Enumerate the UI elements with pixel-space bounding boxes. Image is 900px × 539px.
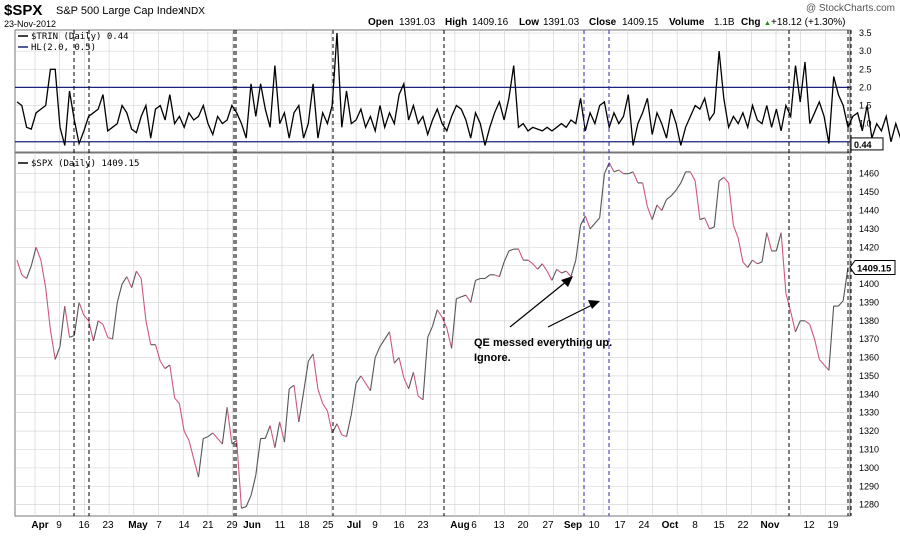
spx-ytick-label: 1300 [859, 463, 879, 473]
x-tick-label: May [128, 520, 148, 531]
spx-ytick-label: 1290 [859, 481, 879, 491]
chg-arrow: ▲ [764, 20, 771, 27]
x-tick-label: 29 [226, 520, 238, 531]
spx-ytick-label: 1390 [859, 297, 879, 307]
x-tick-label: 18 [298, 520, 310, 531]
trin-panel: 0.51.01.52.02.53.03.50.44 [15, 28, 900, 152]
x-tick-label: Jul [347, 520, 362, 531]
x-tick-label: Jun [243, 520, 261, 531]
close-value: 1409.15 [622, 17, 659, 28]
spx-legend-label: $SPX (Daily) 1409.15 [31, 159, 139, 169]
symbol-title: $SPX [4, 2, 42, 19]
x-tick-label: Apr [31, 520, 48, 531]
spx-ytick-label: 1370 [859, 334, 879, 344]
spx-ytick-label: 1400 [859, 279, 879, 289]
x-tick-label: 8 [692, 520, 698, 531]
spx-frame [15, 153, 850, 516]
spx-ytick-label: 1340 [859, 389, 879, 399]
x-tick-label: 17 [614, 520, 626, 531]
x-tick-label: Sep [564, 520, 582, 531]
x-tick-label: 20 [517, 520, 529, 531]
spx-ytick-label: 1320 [859, 426, 879, 436]
x-tick-label: 14 [178, 520, 190, 531]
x-tick-label: Nov [761, 520, 780, 531]
volume-value: 1.1B [714, 17, 735, 28]
x-tick-label: 13 [493, 520, 505, 531]
x-tick-label: 12 [803, 520, 815, 531]
annotation-line-2: Ignore. [474, 352, 511, 364]
watermark: @ StockCharts.com [806, 3, 895, 14]
x-tick-label: 16 [393, 520, 405, 531]
x-tick-label: 27 [542, 520, 554, 531]
x-tick-label: 10 [588, 520, 600, 531]
chg-value: +18.12 (+1.30%) [771, 17, 846, 28]
x-tick-label: 6 [471, 520, 477, 531]
x-tick-label: 24 [638, 520, 650, 531]
x-tick-label: 23 [102, 520, 114, 531]
spx-ytick-label: 1280 [859, 500, 879, 510]
high-label: High [445, 17, 467, 28]
trin-ytick-label: 2.5 [859, 64, 872, 74]
x-tick-label: 15 [713, 520, 725, 531]
index-name: S&P 500 Large Cap Index [56, 5, 184, 17]
exchange-label: INDX [181, 6, 205, 17]
x-tick-label: 9 [56, 520, 62, 531]
open-value: 1391.03 [399, 17, 436, 28]
annotation-line-1: QE messed everything up. [474, 337, 612, 349]
spx-ytick-label: 1450 [859, 187, 879, 197]
x-tick-label: 7 [156, 520, 162, 531]
spx-ytick-label: 1360 [859, 353, 879, 363]
trin-frame [15, 30, 850, 152]
volume-label: Volume [669, 17, 705, 28]
spx-panel: 1280 1290 1300 1310 1320 1330 1340 1350 1360 1370… [15, 153, 895, 516]
spx-ytick-label: 1380 [859, 316, 879, 326]
spx-ytick-label: 1430 [859, 224, 879, 234]
x-tick-label: 9 [372, 520, 378, 531]
chart-date: 23-Nov-2012 [4, 19, 56, 29]
x-tick-label: Aug [450, 520, 469, 531]
x-tick-label: 22 [737, 520, 749, 531]
spx-ytick-label: 1330 [859, 408, 879, 418]
close-label: Close [589, 17, 617, 28]
spx-ytick-label: 1420 [859, 242, 879, 252]
x-tick-label: 23 [417, 520, 429, 531]
chg-label: Chg [741, 17, 760, 28]
spx-ytick-label: 1310 [859, 444, 879, 454]
x-tick-label: 21 [202, 520, 214, 531]
x-tick-label: 19 [827, 520, 839, 531]
spx-legend: $SPX (Daily) 1409.15 [18, 159, 139, 169]
low-label: Low [519, 17, 539, 28]
spx-ytick-label: 1350 [859, 371, 879, 381]
spx-last-value-label: 1409.15 [857, 263, 892, 274]
hl-legend-label: HL(2.0, 0.5) [31, 43, 96, 53]
trin-last-value-label: 0.44 [854, 140, 872, 150]
x-tick-label: Oct [662, 520, 679, 531]
trin-ytick-label: 3.5 [859, 28, 872, 38]
x-tick-label: 16 [78, 520, 90, 531]
low-value: 1391.03 [543, 17, 580, 28]
spx-ytick-label: 1440 [859, 205, 879, 215]
trin-ytick-label: 1.5 [859, 101, 872, 111]
x-tick-label: 25 [322, 520, 334, 531]
trin-legend-label: $TRIN (Daily) 0.44 [31, 32, 129, 42]
spx-ytick-label: 1460 [859, 169, 879, 179]
high-value: 1409.16 [472, 17, 509, 28]
x-tick-label: 11 [275, 520, 286, 531]
trin-ytick-label: 2.0 [859, 82, 872, 92]
open-label: Open [368, 17, 394, 28]
trin-ytick-label: 3.0 [859, 46, 872, 56]
